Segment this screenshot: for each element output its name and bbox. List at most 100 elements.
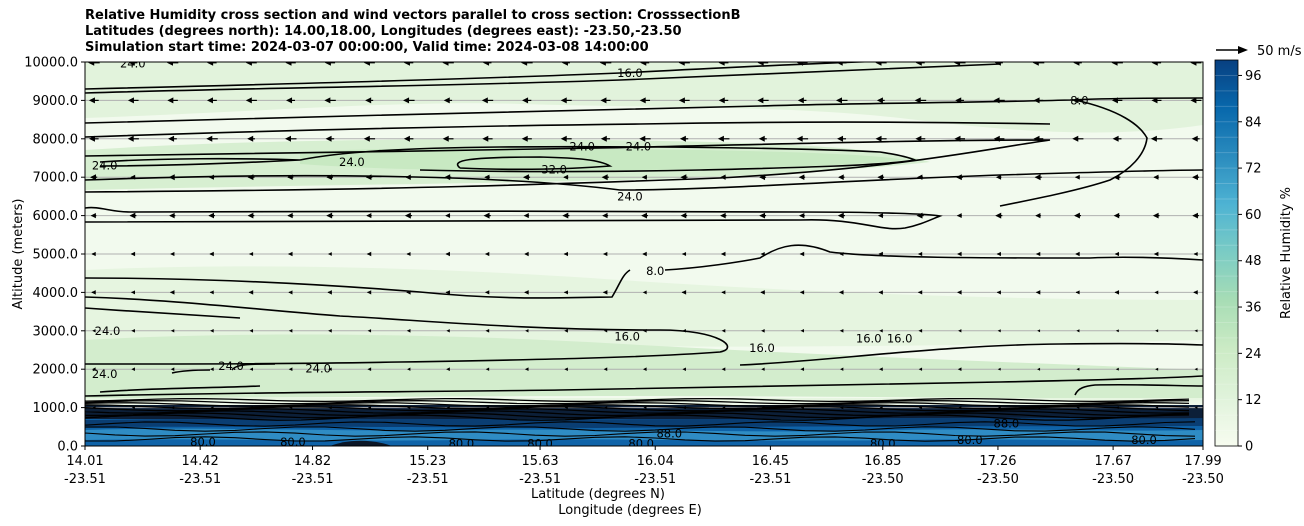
wind-arrow — [800, 406, 804, 410]
boundary-contour — [85, 400, 1190, 405]
wind-arrow — [287, 251, 293, 257]
wind-arrow — [170, 405, 175, 410]
title-line-2: Latitudes (degrees north): 14.00,18.00, … — [85, 24, 682, 39]
plot-area: 24.016.08.024.0 24.032.024.0 24.024.08.024… — [85, 62, 1203, 451]
wind-arrow — [170, 251, 175, 257]
colorbar-tick-label: 12 — [1245, 393, 1262, 408]
wind-arrow — [642, 251, 647, 257]
wind-arrow — [603, 329, 608, 333]
wind-arrow — [88, 135, 99, 142]
contour-label: 80.0 — [628, 437, 654, 451]
contour-16-b — [85, 307, 241, 319]
wind-arrow — [209, 290, 214, 295]
wind-arrow — [1152, 212, 1160, 219]
wind-arrow — [1193, 251, 1198, 257]
wind-arrow — [799, 290, 805, 295]
contour-24-b — [85, 139, 1051, 193]
wind-arrow — [875, 62, 887, 66]
wind-arrow — [168, 174, 176, 181]
wind-arrow — [91, 251, 96, 257]
x-tick-lon: -23.51 — [749, 472, 791, 487]
wind-arrow — [760, 252, 765, 256]
wind-arrow — [287, 212, 294, 219]
contour-label: 80.0 — [870, 437, 896, 451]
x-axis: 14.01 -23.51 14.42 -23.51 14.82 -23.51 15.23 -2… — [64, 446, 1224, 487]
wind-arrow — [560, 97, 572, 104]
wind-arrow — [324, 97, 336, 104]
wind-arrow — [1072, 135, 1084, 142]
wind-arrow — [247, 135, 255, 142]
contour-label: 16.0 — [749, 341, 775, 355]
colorbar-tick-label: 96 — [1245, 69, 1262, 84]
wind-arrow — [1037, 367, 1041, 371]
wind-arrow — [563, 174, 569, 180]
wind-arrow — [403, 97, 415, 104]
x-tick-lon: -23.51 — [519, 472, 561, 487]
wind-arrow — [208, 212, 215, 219]
wind-arrow — [247, 174, 255, 181]
colorbar-tick-label: 72 — [1245, 162, 1262, 177]
wind-arrow — [837, 135, 847, 142]
wind-arrow — [287, 174, 294, 180]
wind-arrow — [957, 290, 962, 295]
wind-arrow — [326, 174, 334, 181]
y-tick-label: 0.0 — [57, 440, 78, 455]
contour-label: 80.0 — [527, 437, 553, 451]
y-tick-label: 9000.0 — [33, 94, 79, 109]
wind-arrow — [245, 62, 257, 66]
colorbar: 0 12 24 36 48 60 72 84 96 Relative Humidity % — [1214, 59, 1294, 455]
wind-arrow — [91, 367, 96, 372]
wind-arrow — [286, 97, 296, 104]
wind-arrow — [678, 62, 690, 66]
wind-arrow — [131, 328, 135, 333]
wind-arrow — [446, 406, 450, 410]
x-tick-lat: 17.26 — [979, 454, 1016, 469]
wind-arrow — [1193, 290, 1198, 295]
contour-label: 16.0 — [614, 330, 640, 344]
wind-arrow — [643, 367, 647, 371]
quiver-key: 50 m/s — [1216, 44, 1302, 59]
wind-arrow — [957, 367, 962, 372]
wind-arrow — [759, 212, 767, 219]
contour-24-e — [85, 375, 1203, 397]
contour-label: 24.0 — [218, 359, 244, 373]
wind-arrow — [954, 62, 966, 66]
wind-arrow — [718, 62, 729, 66]
wind-arrow — [328, 405, 332, 410]
wind-arrow — [1037, 406, 1041, 410]
wind-arrow — [564, 406, 568, 410]
wind-arrow — [249, 367, 254, 371]
wind-arrow — [1114, 290, 1120, 295]
contour-24-f — [171, 369, 211, 374]
wind-arrow — [288, 367, 293, 372]
contour-label: 24.0 — [569, 139, 595, 153]
wind-arrow — [131, 290, 136, 295]
boundary-contour — [85, 414, 1190, 421]
x-tick-lon: -23.50 — [977, 472, 1019, 487]
contour-label: 24.0 — [95, 324, 121, 338]
x-tick-lon: -23.50 — [1092, 472, 1134, 487]
wind-arrow — [170, 367, 175, 371]
wind-arrow — [1194, 406, 1198, 410]
wind-arrow — [1151, 62, 1162, 66]
wind-arrow — [639, 135, 651, 142]
colorbar-tick-label: 0 — [1245, 440, 1253, 455]
wind-arrow — [445, 251, 450, 257]
wind-arrow — [328, 367, 332, 371]
wind-arrow — [836, 62, 847, 66]
x-tick-lon: -23.51 — [64, 472, 106, 487]
wind-arrow — [839, 252, 844, 256]
wind-arrow — [995, 212, 1003, 219]
wind-arrow — [1072, 97, 1084, 104]
wind-arrow — [717, 135, 730, 142]
wind-arrow — [485, 328, 490, 333]
contour-16-c — [739, 342, 1203, 366]
wind-arrow — [446, 367, 450, 372]
wind-arrow — [679, 135, 689, 142]
boundary-contour — [85, 408, 1190, 414]
wind-arrow — [523, 213, 530, 219]
contour-16-top — [85, 62, 879, 90]
wind-arrow — [680, 212, 688, 219]
wind-arrow — [720, 212, 727, 219]
wind-arrow — [443, 97, 453, 104]
